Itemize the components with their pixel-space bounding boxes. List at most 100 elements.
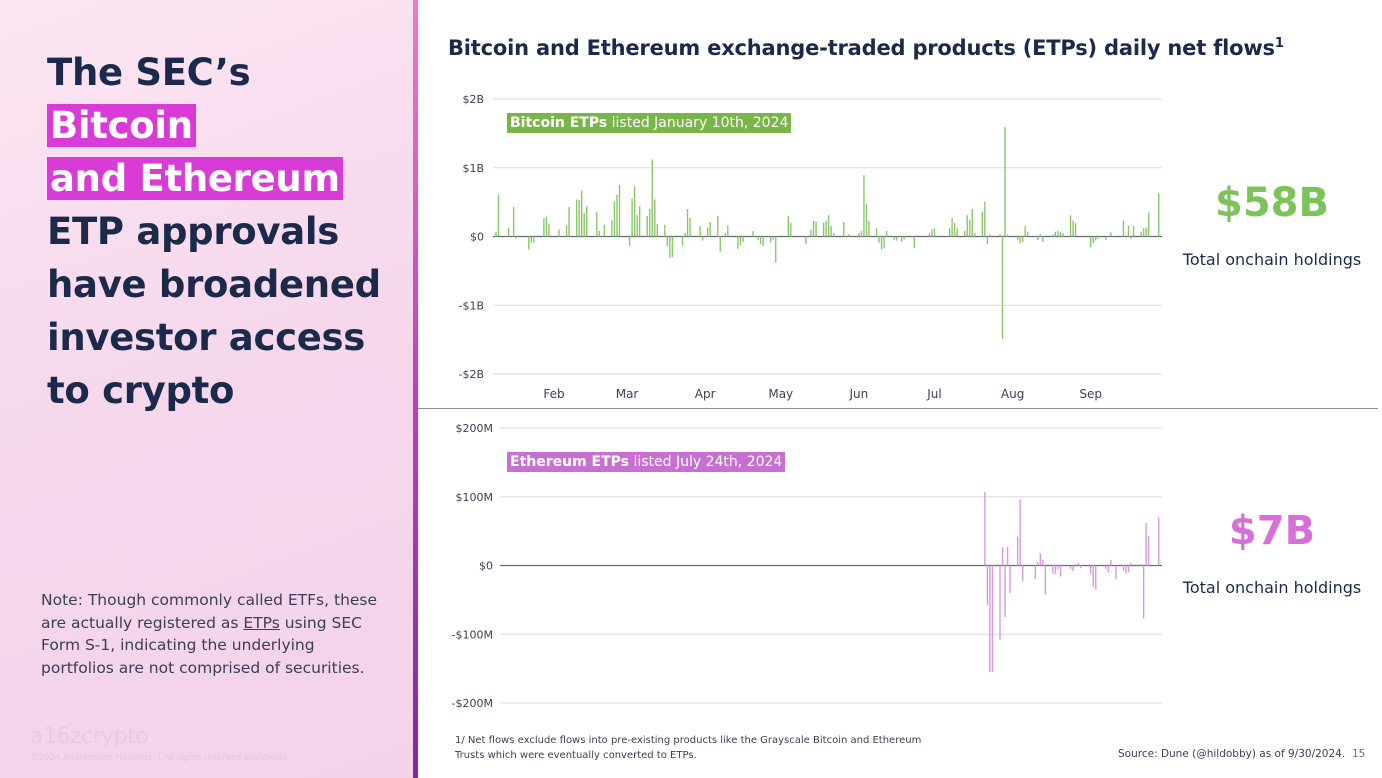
y-tick-label: $1B xyxy=(462,162,484,175)
flow-bar xyxy=(1095,236,1097,241)
flow-bar xyxy=(810,229,812,237)
flow-bar xyxy=(868,220,870,237)
flow-bar xyxy=(1069,565,1072,569)
flow-bar xyxy=(686,209,689,237)
flow-bar xyxy=(986,236,989,245)
flow-bar xyxy=(928,233,931,237)
flow-bar xyxy=(1140,231,1142,237)
flow-bar xyxy=(1039,234,1042,237)
flow-bar xyxy=(515,236,517,239)
flow-bar xyxy=(613,201,616,237)
headline-highlight-ethereum: and Ethereum xyxy=(47,157,343,200)
flow-bar xyxy=(822,222,825,237)
flow-bar xyxy=(757,236,759,240)
flow-bar xyxy=(628,236,631,247)
chart-title-text: Bitcoin and Ethereum exchange-traded pro… xyxy=(448,36,1275,60)
flow-bar xyxy=(1059,565,1062,577)
flow-bar xyxy=(1054,231,1057,237)
flow-bar xyxy=(1147,212,1150,237)
flow-bar xyxy=(1006,234,1009,237)
flow-bar xyxy=(772,236,774,240)
flow-bar xyxy=(951,217,953,237)
flow-bar xyxy=(1127,565,1130,573)
accent-divider xyxy=(413,0,418,778)
flow-bar xyxy=(1034,565,1036,580)
flow-bar xyxy=(991,565,994,673)
flow-bar xyxy=(1021,565,1024,582)
flow-bar xyxy=(1122,220,1125,237)
flow-bar xyxy=(1057,231,1059,237)
flow-bar xyxy=(1074,222,1077,237)
flow-bar xyxy=(895,236,898,241)
headline-text: The SEC’s xyxy=(47,51,251,94)
y-tick-label: -$1B xyxy=(458,299,484,312)
flow-bar xyxy=(1072,220,1074,237)
y-tick-label: $2B xyxy=(462,93,484,106)
flow-bar xyxy=(966,215,968,237)
x-tick-label: Jul xyxy=(926,387,941,401)
flow-bar xyxy=(903,236,905,240)
flow-bar xyxy=(1019,236,1021,244)
flow-bar xyxy=(948,227,951,237)
y-tick-label: $100M xyxy=(456,491,494,504)
flow-bar xyxy=(701,236,704,241)
flow-bar xyxy=(1016,536,1019,566)
flow-bar xyxy=(1024,226,1026,237)
flow-bar xyxy=(737,236,739,249)
x-tick-label: Jun xyxy=(849,387,869,401)
flow-bar xyxy=(598,231,601,237)
flow-bar xyxy=(684,233,686,237)
note-text-end: using SEC Form S-1, indicating the under… xyxy=(41,613,365,677)
flow-bar xyxy=(495,231,497,237)
flow-bar xyxy=(666,236,669,247)
flow-bar xyxy=(669,236,671,258)
flow-bar xyxy=(558,229,560,237)
flow-bar xyxy=(533,236,535,243)
flow-bar xyxy=(1079,565,1082,569)
flow-bar xyxy=(548,224,550,237)
y-tick-label: -$100M xyxy=(452,628,493,641)
flow-bar xyxy=(646,215,648,237)
chart-title: Bitcoin and Ethereum exchange-traded pro… xyxy=(448,36,1284,60)
footnote: 1/ Net flows exclude flows into pre-exis… xyxy=(455,735,922,761)
flow-bar xyxy=(1077,562,1079,566)
flow-bar xyxy=(1019,499,1021,566)
etps-link[interactable]: ETPs xyxy=(243,613,280,632)
flow-bar xyxy=(586,206,588,237)
flow-bar xyxy=(775,236,777,263)
flow-bar xyxy=(1115,565,1117,580)
flow-bar xyxy=(1042,560,1044,566)
flow-bar xyxy=(618,184,621,237)
flow-bar xyxy=(528,236,530,250)
flow-bar xyxy=(1052,234,1054,237)
flow-bar xyxy=(1021,236,1024,242)
flow-bar xyxy=(565,225,568,237)
x-tick-label: Mar xyxy=(616,387,639,401)
flow-bar xyxy=(507,227,510,237)
flow-bar xyxy=(651,159,653,237)
flow-bar xyxy=(1054,565,1057,574)
flow-bar xyxy=(1105,236,1107,240)
flow-bar xyxy=(656,224,658,237)
flow-bar xyxy=(545,216,548,237)
flow-bar xyxy=(1059,231,1062,237)
headline-rest: ETP approvals have broadened investor ac… xyxy=(47,210,381,412)
flow-bar xyxy=(1092,236,1094,244)
y-tick-label: $0 xyxy=(470,231,484,244)
flow-bar xyxy=(999,234,1001,237)
flow-bar xyxy=(575,199,578,237)
flow-bar xyxy=(1105,565,1107,569)
flow-bar xyxy=(1110,560,1112,566)
page-number: 15 xyxy=(1352,748,1366,760)
flow-bar xyxy=(984,201,986,237)
flow-bar xyxy=(805,236,807,245)
flow-bar xyxy=(681,236,684,246)
copyright: ©2024 Andreessen Horowitz. | All rights … xyxy=(30,753,290,763)
flow-bar xyxy=(631,198,633,237)
flow-bar xyxy=(611,220,613,237)
flow-bar xyxy=(1130,236,1132,239)
eth-holdings-label: Total onchain holdings xyxy=(1182,578,1362,597)
flow-bar xyxy=(1107,565,1110,573)
flow-bar xyxy=(1125,565,1127,574)
